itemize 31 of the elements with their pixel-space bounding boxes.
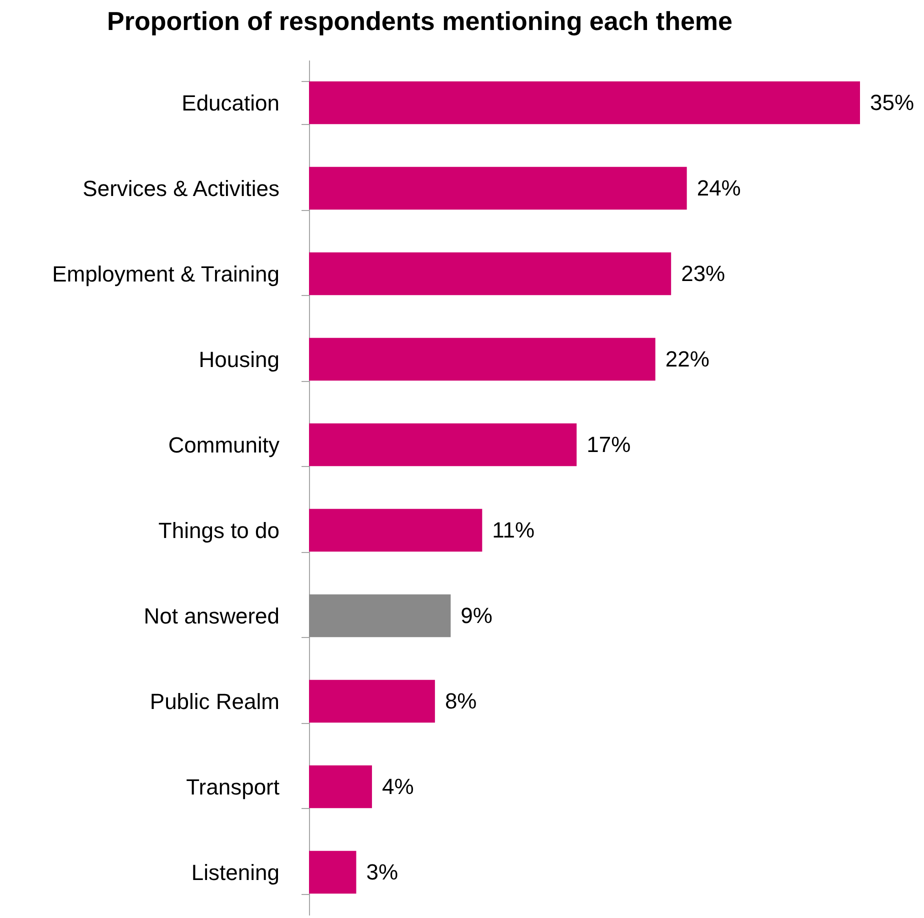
bar — [309, 765, 372, 808]
y-tick-label: Housing — [198, 346, 280, 372]
y-tick-label: Employment & Training — [52, 261, 280, 286]
data-label: 3% — [366, 859, 398, 884]
bar — [309, 81, 860, 124]
y-tick-label: Services & Activities — [82, 176, 280, 201]
y-tick-label: Education — [182, 90, 280, 116]
data-label: 4% — [382, 774, 414, 799]
y-tick-label: Listening — [191, 860, 280, 885]
data-label: 9% — [460, 602, 492, 628]
bar — [309, 338, 656, 381]
bar — [309, 166, 687, 210]
data-label: 23% — [681, 260, 726, 286]
bar — [309, 594, 451, 638]
data-label: 11% — [492, 517, 535, 542]
y-tick-label: Community — [168, 432, 280, 458]
data-label: 24% — [696, 175, 741, 200]
bar — [309, 850, 356, 894]
chart-title: Proportion of respondents mentioning each theme — [107, 6, 732, 36]
data-label: 8% — [444, 688, 477, 714]
data-label: 22% — [665, 346, 710, 372]
data-label: 17% — [586, 432, 631, 457]
y-tick-label: Transport — [186, 774, 280, 800]
bar — [309, 423, 577, 466]
y-tick-label: Public Realm — [150, 688, 280, 714]
bar — [309, 680, 435, 723]
y-tick-label: Not answered — [144, 603, 280, 628]
data-label: 35% — [870, 90, 914, 115]
bar — [309, 252, 672, 296]
bar — [309, 508, 482, 552]
y-tick-label: Things to do — [158, 518, 280, 543]
